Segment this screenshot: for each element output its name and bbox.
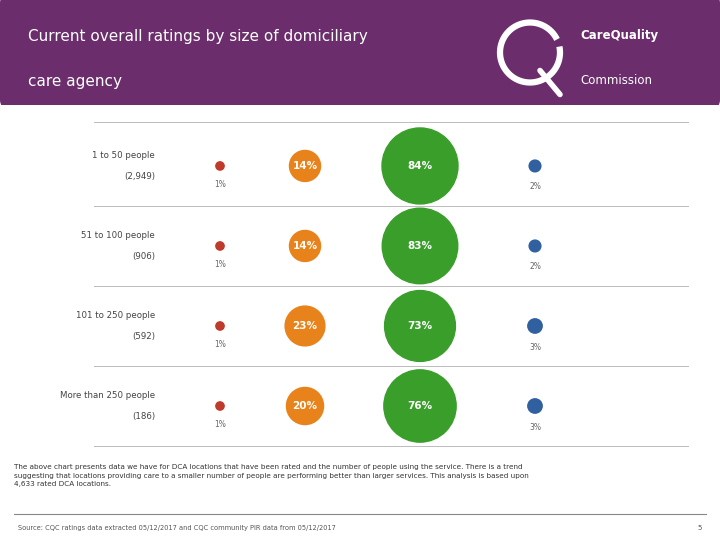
Text: (592): (592) [132,332,155,341]
Text: 23%: 23% [292,321,318,331]
FancyBboxPatch shape [0,0,720,108]
Circle shape [382,128,458,204]
Circle shape [528,319,542,333]
Text: 76%: 76% [408,401,433,411]
Circle shape [384,291,456,361]
Text: 83%: 83% [408,241,433,251]
Text: 14%: 14% [292,241,318,251]
Text: Source: CQC ratings data extracted 05/12/2017 and CQC community PIR data from 05: Source: CQC ratings data extracted 05/12… [18,525,336,531]
Text: Commission: Commission [580,73,652,86]
Text: CareQuality: CareQuality [580,29,658,43]
Text: 1%: 1% [214,420,226,429]
Text: Current overall ratings by size of domiciliary: Current overall ratings by size of domic… [28,29,368,44]
Circle shape [529,240,541,252]
Text: 20%: 20% [292,401,318,411]
Text: 1 to 50 people: 1 to 50 people [92,151,155,160]
Text: 1%: 1% [214,260,226,269]
Text: 101 to 250 people: 101 to 250 people [76,311,155,320]
Circle shape [384,370,456,442]
Text: 2%: 2% [529,262,541,271]
Text: 1%: 1% [214,180,226,189]
Text: 1%: 1% [214,340,226,349]
Text: 3%: 3% [529,343,541,352]
Circle shape [285,306,325,346]
Circle shape [216,322,224,330]
Text: The above chart presents data we have for DCA locations that have been rated and: The above chart presents data we have fo… [14,464,529,488]
Circle shape [289,231,320,261]
Text: (906): (906) [132,252,155,261]
Text: 73%: 73% [408,321,433,331]
Circle shape [216,242,224,250]
Circle shape [287,387,323,424]
Circle shape [528,399,542,413]
Circle shape [382,208,458,284]
Circle shape [289,151,320,181]
Circle shape [216,402,224,410]
Text: 2%: 2% [529,182,541,191]
Text: 5: 5 [698,525,702,531]
Text: 14%: 14% [292,161,318,171]
Text: More than 250 people: More than 250 people [60,391,155,400]
Text: 84%: 84% [408,161,433,171]
Text: care agency: care agency [28,73,122,89]
Circle shape [216,162,224,170]
Text: 3%: 3% [529,423,541,432]
Text: (186): (186) [132,412,155,421]
Text: (2,949): (2,949) [124,172,155,181]
Circle shape [529,160,541,172]
Text: 51 to 100 people: 51 to 100 people [81,231,155,240]
